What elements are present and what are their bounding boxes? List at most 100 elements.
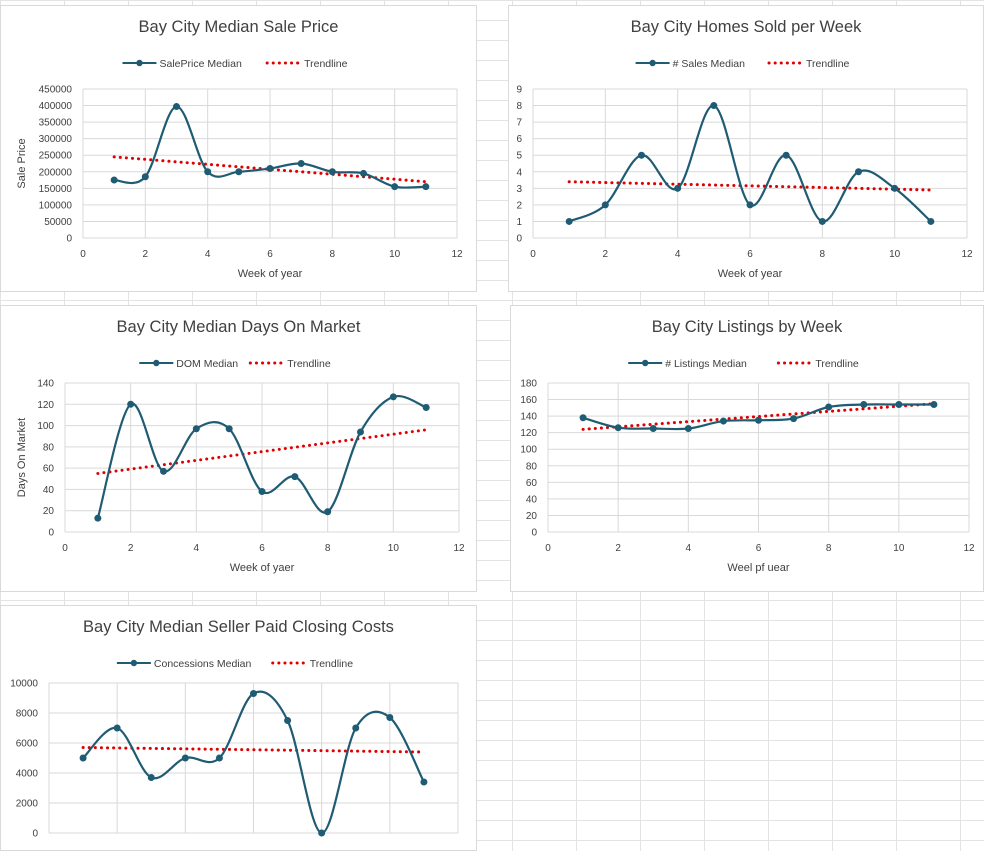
y-tick-label: 200000	[39, 167, 73, 178]
x-tick-label: 2	[615, 543, 621, 554]
data-point	[141, 173, 149, 181]
y-tick-label: 120	[37, 400, 54, 411]
legend-trendline-label: Trendline	[806, 58, 850, 70]
data-point	[291, 473, 299, 481]
data-point	[710, 102, 718, 110]
data-point	[755, 416, 762, 424]
y-tick-label: 2	[516, 200, 522, 211]
data-point	[825, 403, 833, 411]
y-tick-label: 7	[516, 118, 522, 129]
data-point	[422, 403, 430, 411]
y-tick-label: 8	[516, 101, 522, 112]
chart-closing-costs: Bay City Median Seller Paid Closing Cost…	[0, 605, 477, 851]
data-point	[225, 425, 233, 433]
data-point	[215, 754, 223, 762]
data-point	[927, 217, 935, 225]
data-point	[147, 774, 155, 781]
x-tick-label: 0	[80, 249, 86, 260]
chart-svg: Bay City Listings by Week # Listings Medi…	[520, 318, 975, 574]
x-tick-label: 12	[453, 543, 465, 554]
y-tick-label: 10000	[10, 679, 38, 690]
data-point	[855, 168, 862, 176]
chart-title: Bay City Listings by Week	[652, 318, 843, 336]
series-line	[96, 394, 427, 519]
data-point	[614, 424, 622, 432]
x-tick-label: 0	[545, 543, 551, 554]
y-tick-label: 20	[526, 511, 538, 522]
data-point	[782, 151, 790, 159]
x-tick-label: 2	[603, 249, 609, 260]
y-tick-label: 40	[526, 494, 538, 505]
y-tick-label: 8000	[16, 709, 39, 720]
data-point	[266, 164, 274, 172]
data-point	[674, 184, 682, 192]
y-tick-label: 60	[43, 464, 55, 475]
x-tick-label: 6	[756, 543, 762, 554]
data-point	[127, 400, 135, 408]
legend-series-marker	[642, 359, 649, 367]
chart-title: Bay City Median Days On Market	[117, 318, 361, 336]
data-point	[579, 414, 587, 422]
legend-trendline-label: Trendline	[310, 658, 354, 670]
trendline	[96, 428, 428, 475]
legend-series-marker	[153, 359, 160, 367]
data-point	[391, 183, 399, 191]
data-point	[181, 754, 189, 762]
y-tick-label: 140	[37, 379, 54, 390]
data-point	[258, 488, 266, 496]
data-point	[422, 183, 430, 191]
data-point	[420, 778, 428, 786]
data-point	[649, 425, 657, 433]
data-point	[324, 508, 332, 516]
y-tick-label: 20	[43, 506, 55, 517]
x-tick-label: 10	[389, 249, 401, 260]
chart-svg: Bay City Median Days On Market DOM Median…	[16, 318, 465, 574]
data-point	[160, 467, 167, 475]
x-axis-label: Week of year	[238, 268, 303, 280]
series-line	[82, 690, 425, 835]
data-point	[94, 514, 102, 522]
data-point	[638, 151, 645, 159]
y-tick-label: 300000	[39, 134, 73, 145]
data-point	[860, 401, 868, 409]
legend-series-marker	[130, 659, 138, 667]
x-axis-label: Week of year	[718, 268, 783, 280]
y-tick-label: 9	[516, 85, 522, 96]
y-tick-label: 140	[520, 412, 537, 423]
chart-listings: Bay City Listings by Week # Listings Medi…	[510, 305, 984, 592]
legend-series-label: DOM Median	[176, 358, 238, 370]
x-tick-label: 6	[259, 543, 265, 554]
data-point	[79, 754, 87, 762]
legend-series-marker	[649, 59, 656, 67]
x-tick-label: 8	[330, 249, 336, 260]
y-tick-label: 0	[531, 528, 537, 539]
y-tick-label: 1	[516, 217, 522, 228]
y-tick-label: 100	[520, 445, 537, 456]
data-point	[110, 176, 118, 184]
y-tick-label: 80	[526, 461, 538, 472]
x-tick-label: 6	[747, 249, 753, 260]
chart-svg: Bay City Median Seller Paid Closing Cost…	[10, 618, 459, 840]
chart-svg: Bay City Homes Sold per Week # Sales Medi…	[516, 18, 973, 280]
y-tick-label: 450000	[39, 85, 73, 96]
x-tick-label: 10	[889, 249, 901, 260]
data-point	[818, 217, 826, 225]
data-point	[719, 417, 727, 425]
y-tick-label: 160	[520, 395, 537, 406]
x-tick-label: 2	[128, 543, 134, 554]
x-axis-label: Weel pf uear	[727, 562, 790, 574]
data-point	[895, 401, 903, 409]
x-tick-label: 0	[62, 543, 68, 554]
data-point	[284, 717, 292, 724]
data-point	[328, 168, 336, 176]
trendline	[81, 746, 426, 754]
legend-series-marker	[136, 59, 143, 67]
y-tick-label: 250000	[39, 151, 73, 162]
chart-title: Bay City Median Sale Price	[139, 18, 339, 36]
trendline	[567, 180, 933, 192]
x-tick-label: 2	[143, 249, 149, 260]
series-line	[114, 105, 426, 189]
data-point	[684, 425, 692, 433]
data-point	[235, 168, 243, 176]
data-point	[352, 724, 360, 732]
